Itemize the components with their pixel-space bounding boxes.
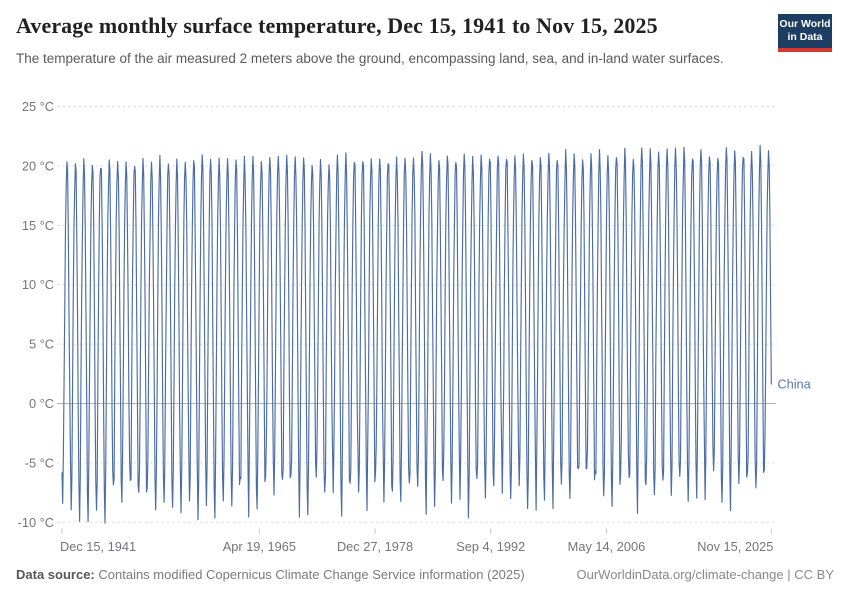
y-tick-label: 15 °C <box>22 218 54 233</box>
data-source-label: Data source: <box>16 567 95 582</box>
y-tick-label: 25 °C <box>22 99 54 114</box>
owid-logo-line1: Our World <box>779 18 831 30</box>
y-tick-label: -10 °C <box>18 515 54 530</box>
x-tick-label: Dec 15, 1941 <box>60 539 136 554</box>
x-tick-label: May 14, 2006 <box>568 539 646 554</box>
owid-logo-line2: in Data <box>787 31 823 44</box>
chart-area[interactable]: 25 °C 20 °C 15 °C 10 °C 5 °C 0 °C -5 °C -10 °C D… <box>0 95 850 565</box>
owid-logo[interactable]: Our World in Data <box>778 14 832 52</box>
page-title: Average monthly surface temperature, Dec… <box>16 13 658 38</box>
x-tick-label: Sep 4, 1992 <box>456 539 525 554</box>
y-tick-label: -5 °C <box>25 455 54 470</box>
data-source-text: Contains modified Copernicus Climate Cha… <box>98 567 525 582</box>
chart-footer: Data source: Contains modified Copernicu… <box>16 567 834 582</box>
y-tick-label: 20 °C <box>22 158 54 173</box>
footer-credit: OurWorldinData.org/climate-change | CC B… <box>576 567 834 582</box>
data-source: Data source: Contains modified Copernicu… <box>16 567 525 582</box>
footer-separator: | <box>787 567 791 582</box>
series-line-china[interactable] <box>61 144 772 524</box>
y-tick-label: 0 °C <box>29 396 54 411</box>
x-tick-label: Apr 19, 1965 <box>223 539 296 554</box>
x-tick-label: Dec 27, 1978 <box>337 539 413 554</box>
chart-subtitle: The temperature of the air measured 2 me… <box>16 51 724 66</box>
entity-label-china[interactable]: China <box>777 376 811 391</box>
y-tick-label: 10 °C <box>22 277 54 292</box>
x-tick-label: Nov 15, 2025 <box>697 539 773 554</box>
license-label: CC BY <box>794 567 834 582</box>
owid-link[interactable]: OurWorldinData.org/climate-change <box>576 567 784 582</box>
y-tick-label: 5 °C <box>29 337 54 352</box>
temperature-line-chart[interactable]: 25 °C 20 °C 15 °C 10 °C 5 °C 0 °C -5 °C -10 °C D… <box>0 95 850 565</box>
